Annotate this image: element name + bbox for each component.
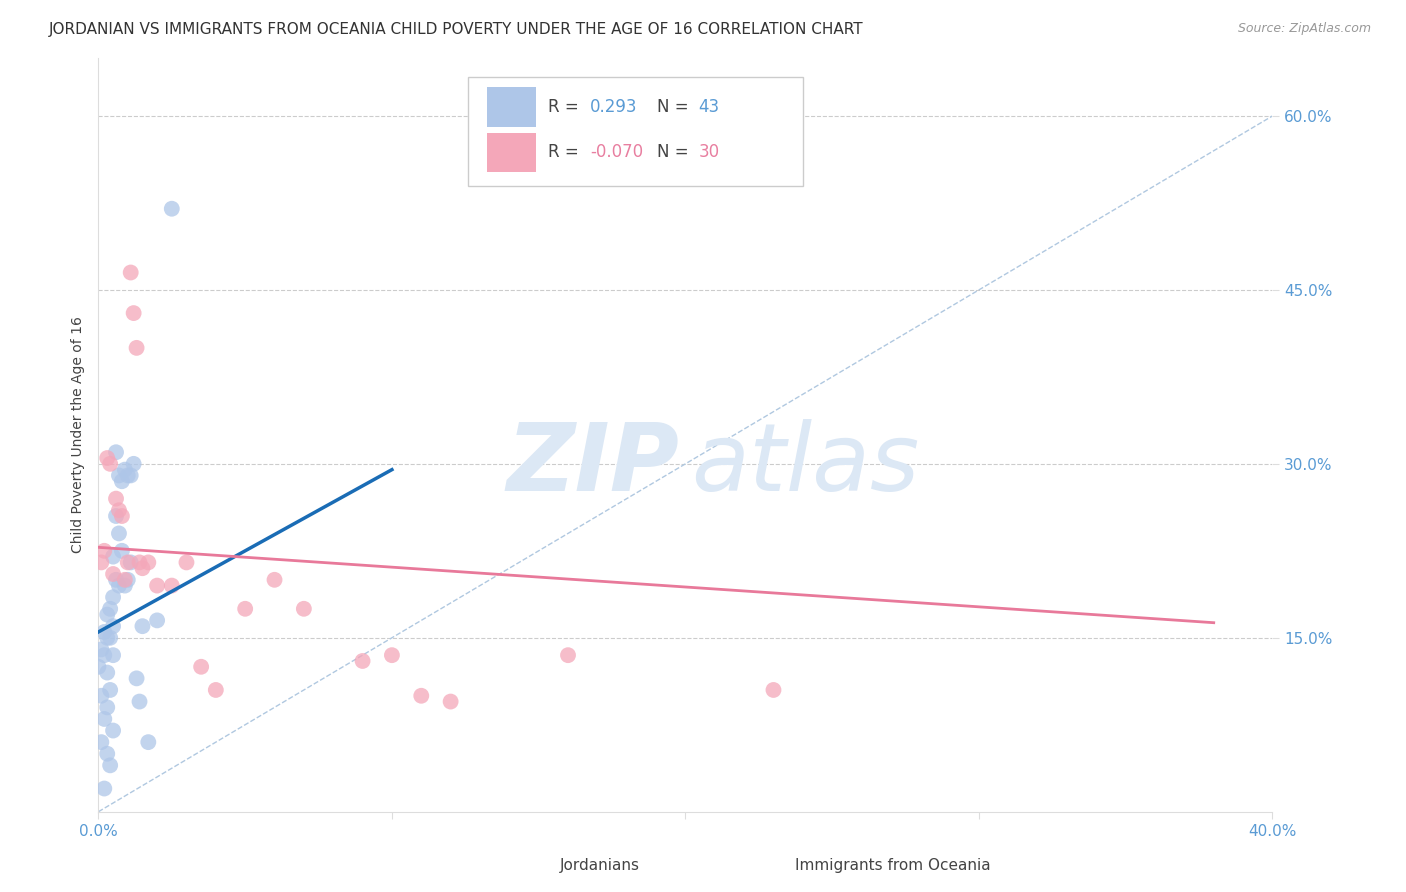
- Point: [93, 543, 115, 558]
- Point: [439, 694, 461, 708]
- Point: [125, 671, 148, 685]
- Point: [381, 648, 404, 662]
- Point: [160, 202, 183, 216]
- Text: -0.070: -0.070: [591, 144, 644, 161]
- Point: [131, 561, 153, 575]
- Point: [93, 781, 115, 796]
- Point: [98, 631, 121, 645]
- Point: [101, 549, 124, 564]
- Point: [136, 555, 159, 570]
- Text: 43: 43: [699, 98, 720, 116]
- Point: [96, 747, 118, 761]
- Point: [146, 614, 169, 628]
- Point: [762, 683, 785, 698]
- Point: [96, 665, 118, 680]
- Point: [105, 573, 128, 587]
- Point: [93, 648, 115, 662]
- Point: [205, 683, 228, 698]
- Point: [96, 700, 118, 714]
- Point: [128, 694, 150, 708]
- Point: [117, 555, 139, 570]
- FancyBboxPatch shape: [486, 87, 536, 127]
- Point: [108, 503, 131, 517]
- Point: [120, 468, 142, 483]
- Point: [117, 573, 139, 587]
- Text: Source: ZipAtlas.com: Source: ZipAtlas.com: [1237, 22, 1371, 36]
- Point: [93, 712, 115, 726]
- Point: [352, 654, 374, 668]
- Point: [87, 660, 110, 674]
- Point: [111, 508, 134, 523]
- Point: [90, 735, 112, 749]
- Point: [122, 457, 145, 471]
- Text: 30: 30: [699, 144, 720, 161]
- Text: Jordanians: Jordanians: [560, 858, 640, 873]
- Text: atlas: atlas: [692, 419, 920, 510]
- Point: [108, 468, 131, 483]
- Point: [117, 468, 139, 483]
- Point: [111, 543, 134, 558]
- Point: [411, 689, 433, 703]
- Point: [136, 735, 159, 749]
- FancyBboxPatch shape: [749, 855, 789, 880]
- Point: [120, 266, 142, 280]
- Point: [105, 508, 128, 523]
- Point: [122, 306, 145, 320]
- Point: [101, 591, 124, 605]
- Text: N =: N =: [657, 144, 695, 161]
- Point: [98, 457, 121, 471]
- FancyBboxPatch shape: [486, 133, 536, 172]
- Point: [105, 491, 128, 506]
- Y-axis label: Child Poverty Under the Age of 16: Child Poverty Under the Age of 16: [70, 317, 84, 553]
- Point: [557, 648, 579, 662]
- FancyBboxPatch shape: [468, 77, 803, 186]
- Point: [90, 642, 112, 657]
- Point: [101, 567, 124, 582]
- Point: [114, 578, 136, 592]
- Point: [105, 445, 128, 459]
- Point: [96, 450, 118, 466]
- Point: [114, 573, 136, 587]
- Text: ZIP: ZIP: [506, 419, 679, 511]
- Point: [131, 619, 153, 633]
- Point: [292, 602, 315, 616]
- Point: [233, 602, 256, 616]
- Point: [120, 555, 142, 570]
- Point: [98, 758, 121, 772]
- Text: JORDANIAN VS IMMIGRANTS FROM OCEANIA CHILD POVERTY UNDER THE AGE OF 16 CORRELATI: JORDANIAN VS IMMIGRANTS FROM OCEANIA CHI…: [49, 22, 863, 37]
- Point: [108, 578, 131, 592]
- Point: [96, 607, 118, 622]
- Point: [96, 631, 118, 645]
- Point: [101, 723, 124, 738]
- Point: [98, 683, 121, 698]
- Text: R =: R =: [548, 144, 583, 161]
- Point: [108, 526, 131, 541]
- Point: [90, 555, 112, 570]
- Text: Immigrants from Oceania: Immigrants from Oceania: [794, 858, 990, 873]
- Point: [263, 573, 285, 587]
- FancyBboxPatch shape: [515, 855, 554, 880]
- Point: [146, 578, 169, 592]
- Point: [111, 475, 134, 489]
- Point: [176, 555, 198, 570]
- Text: R =: R =: [548, 98, 583, 116]
- Point: [160, 578, 183, 592]
- Point: [125, 341, 148, 355]
- Text: N =: N =: [657, 98, 695, 116]
- Point: [128, 555, 150, 570]
- Text: 0.293: 0.293: [591, 98, 638, 116]
- Point: [114, 462, 136, 476]
- Point: [190, 660, 212, 674]
- Point: [98, 602, 121, 616]
- Point: [90, 689, 112, 703]
- Point: [93, 624, 115, 639]
- Point: [101, 648, 124, 662]
- Point: [101, 619, 124, 633]
